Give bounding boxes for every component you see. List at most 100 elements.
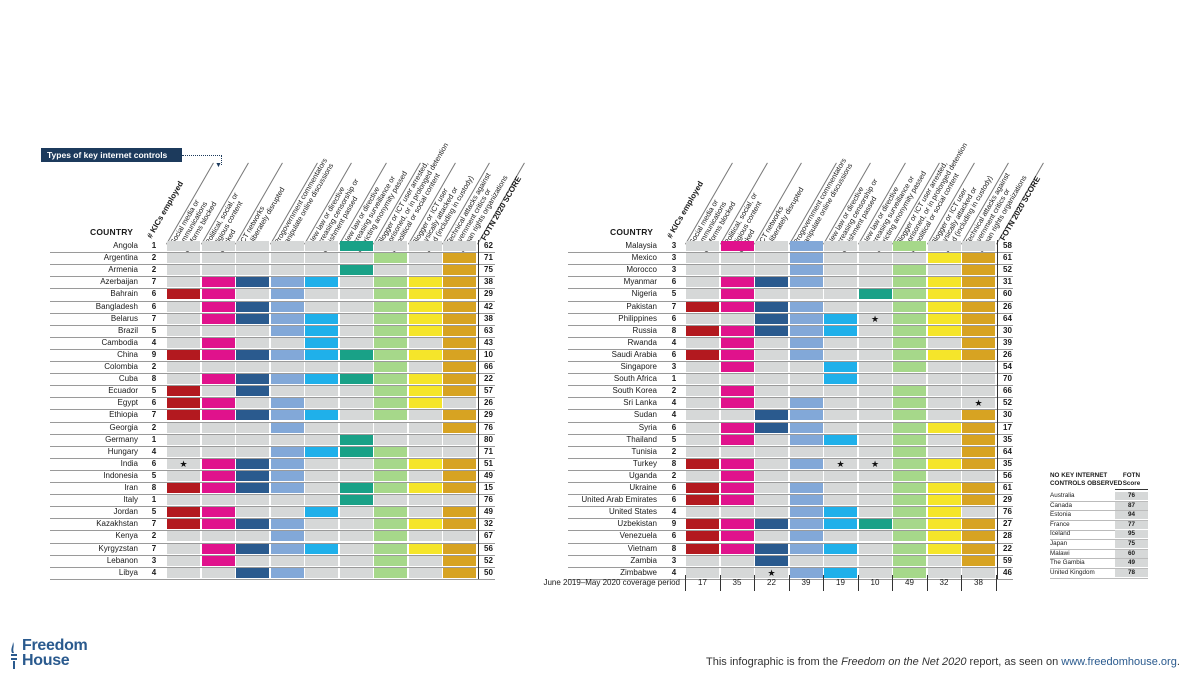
fotn-score: 29: [484, 410, 493, 420]
control-cell-active: [339, 374, 373, 385]
fotn-score: 38: [484, 277, 493, 287]
control-cell-empty: [270, 434, 304, 445]
control-cell-active: [789, 265, 823, 276]
logo-line1: Freedom: [22, 637, 88, 654]
control-cell-active: [201, 277, 235, 288]
right-row-line: [568, 397, 1013, 399]
fotn-score: 39: [1003, 337, 1012, 347]
table-row: Mexico 3 61: [0, 252, 1200, 264]
control-cell-empty: [408, 507, 442, 518]
kic-count: 4: [671, 507, 677, 517]
control-cell-active: [927, 458, 961, 469]
country-name: Ecuador: [108, 386, 138, 396]
table-row: Thailand 5 35: [0, 434, 1200, 446]
control-cell-empty: [720, 374, 754, 385]
control-cell-active: [962, 253, 995, 264]
control-cell-empty: [755, 253, 788, 264]
control-cell-active: [824, 507, 857, 518]
country-name: Myanmar: [623, 277, 657, 287]
control-cell-active: [720, 531, 754, 542]
control-cell-empty: [339, 301, 373, 312]
footer-suffix: .: [1176, 656, 1180, 668]
control-cell-active: [201, 555, 235, 566]
country-name: Lebanon: [106, 555, 138, 565]
control-cell-empty: [339, 543, 373, 554]
coverage-tick: [857, 575, 859, 591]
control-cell-empty: [720, 507, 754, 518]
table-row: Pakistan 7 26: [0, 301, 1200, 313]
control-cell-empty: [893, 253, 926, 264]
kic-count: 4: [151, 337, 157, 347]
kic-count: 6: [671, 483, 677, 492]
control-cell-active: [374, 325, 407, 336]
control-cell-active: [443, 567, 476, 578]
country-name: Georgia: [109, 422, 138, 432]
control-cell-active: [305, 374, 338, 385]
control-cell-active: [443, 362, 476, 372]
control-cell-empty: [824, 470, 857, 481]
control-cell-empty: [755, 349, 788, 360]
control-cell-active: [339, 434, 373, 445]
right-score-separator: [997, 240, 998, 579]
control-cell-empty: [236, 446, 269, 457]
control-cell-active: [789, 434, 823, 445]
right-row-line: [568, 469, 1013, 471]
country-name: Cambodia: [101, 337, 138, 347]
coverage-count: 49: [905, 578, 914, 587]
country-name: Ukraine: [629, 483, 657, 492]
logo-line2: House: [22, 652, 70, 669]
control-cell-empty: [305, 531, 338, 542]
country-name: Egypt: [117, 398, 138, 408]
control-cell-empty: [201, 434, 235, 445]
control-cell-empty: [339, 458, 373, 469]
control-cell-active: [686, 531, 719, 542]
kic-count: 4: [671, 337, 677, 347]
control-cell-active: [443, 507, 476, 518]
control-cell-empty: [686, 555, 719, 566]
control-cell-star: ★: [824, 458, 857, 469]
country-name: Singapore: [620, 362, 657, 371]
control-cell-empty: [755, 362, 788, 372]
fotn-score: 30: [1003, 410, 1012, 420]
coverage-tick: [685, 575, 686, 591]
star-icon: ★: [870, 458, 880, 469]
control-cell-active: [270, 567, 304, 578]
fotn-score: 35: [1003, 458, 1012, 468]
table-row: Georgia 2 76: [0, 422, 1200, 434]
control-cell-empty: [236, 495, 269, 506]
kic-count: 5: [671, 434, 677, 444]
table-row: Ukraine 6 61: [0, 482, 1200, 494]
control-cell-active: [927, 301, 961, 312]
control-cell-empty: [789, 289, 823, 300]
country-name: Mexico: [631, 253, 657, 263]
control-cell-active: [236, 410, 269, 421]
control-cell-active: [927, 531, 961, 542]
table-row: Vietnam 8 22: [0, 543, 1200, 555]
kic-count: 6: [671, 422, 677, 432]
control-cell-empty: [789, 470, 823, 481]
control-cell-active: [789, 398, 823, 409]
control-cell-empty: [962, 362, 995, 372]
control-cell-active: [270, 422, 304, 433]
control-cell-empty: [305, 495, 338, 506]
fotn-score: 49: [484, 470, 493, 480]
coverage-tick: [926, 575, 928, 591]
kic-count: 5: [151, 325, 157, 335]
footer-link[interactable]: www.freedomhouse.org: [1061, 656, 1177, 668]
control-cell-empty: [305, 398, 338, 409]
control-cell-empty: [374, 241, 407, 251]
control-cell-active: [720, 301, 754, 312]
control-cell-active: [305, 313, 338, 324]
control-cell-empty: [858, 495, 892, 506]
control-cell-active: [374, 543, 407, 554]
control-cell-empty: [408, 495, 442, 506]
coverage-count: 39: [801, 578, 811, 587]
control-cell-empty: [408, 470, 442, 481]
control-cell-empty: [339, 470, 373, 481]
control-cell-empty: [927, 374, 961, 385]
control-cell-active: [927, 313, 961, 324]
control-cell-empty: [201, 446, 235, 457]
country-name: Italy: [123, 495, 138, 505]
table-row: Azerbaijan 7 38: [0, 276, 1200, 288]
control-cell-empty: [858, 253, 892, 264]
